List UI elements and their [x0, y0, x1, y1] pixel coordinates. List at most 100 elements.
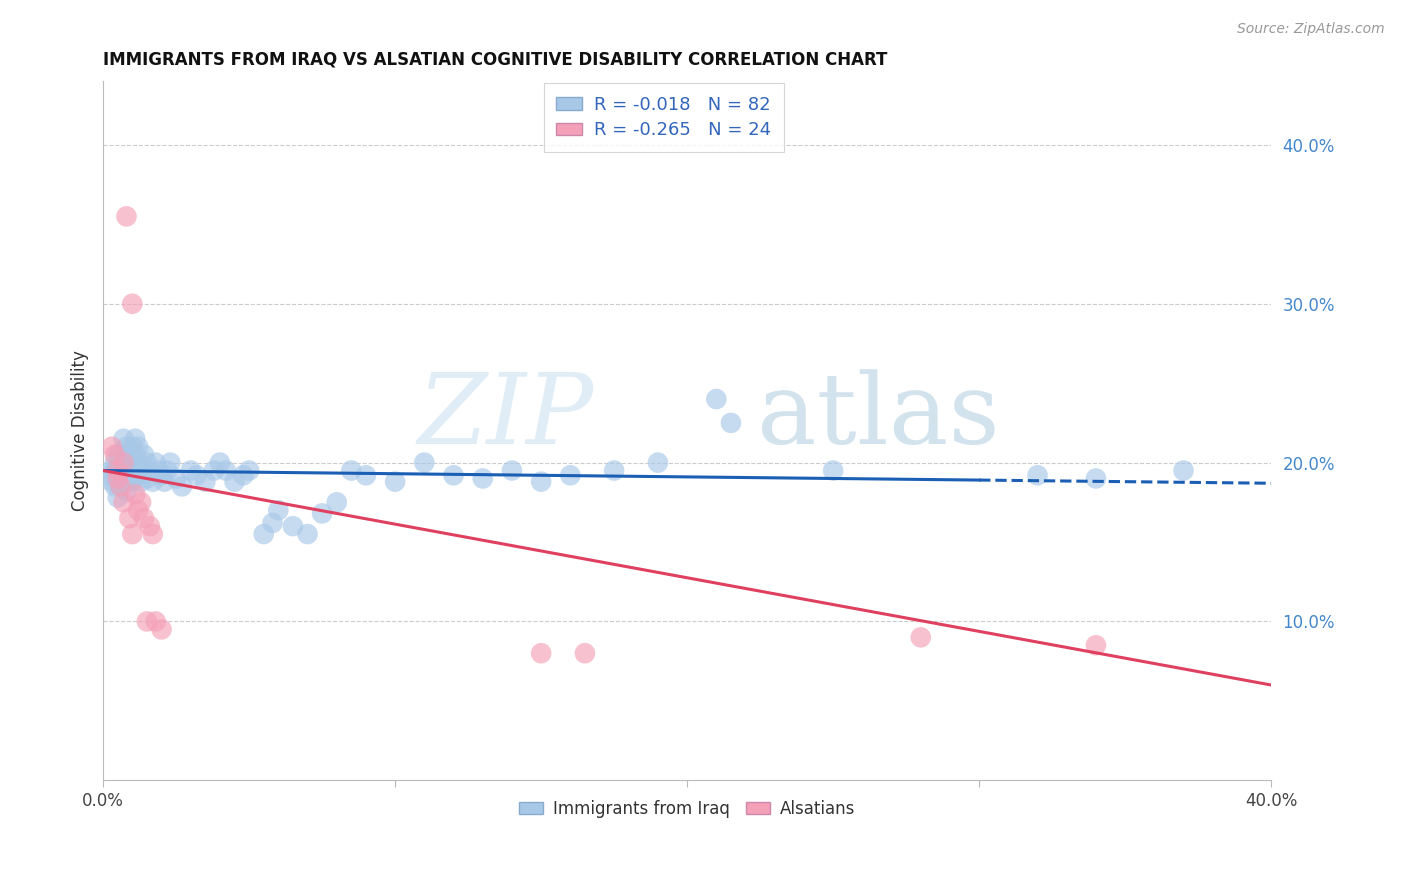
Point	[107, 448, 129, 462]
Point	[104, 479, 127, 493]
Point	[107, 471, 129, 485]
Point	[115, 475, 138, 489]
Point	[118, 448, 141, 462]
Point	[112, 432, 135, 446]
Point	[98, 468, 121, 483]
Point	[340, 464, 363, 478]
Point	[101, 440, 124, 454]
Point	[118, 468, 141, 483]
Point	[560, 468, 582, 483]
Text: Source: ZipAtlas.com: Source: ZipAtlas.com	[1237, 22, 1385, 37]
Point	[224, 475, 246, 489]
Point	[208, 456, 231, 470]
Text: IMMIGRANTS FROM IRAQ VS ALSATIAN COGNITIVE DISABILITY CORRELATION CHART: IMMIGRANTS FROM IRAQ VS ALSATIAN COGNITI…	[103, 51, 887, 69]
Point	[112, 468, 135, 483]
Point	[311, 507, 333, 521]
Point	[124, 448, 146, 462]
Point	[603, 464, 626, 478]
Point	[112, 495, 135, 509]
Point	[136, 615, 159, 629]
Text: ZIP: ZIP	[418, 369, 593, 465]
Point	[910, 630, 932, 644]
Point	[101, 464, 124, 478]
Point	[148, 464, 170, 478]
Point	[153, 475, 176, 489]
Point	[129, 458, 152, 473]
Point	[530, 475, 553, 489]
Point	[110, 479, 132, 493]
Point	[127, 468, 149, 483]
Point	[104, 448, 127, 462]
Point	[170, 479, 193, 493]
Point	[121, 527, 143, 541]
Point	[136, 471, 159, 485]
Point	[142, 527, 165, 541]
Point	[720, 416, 742, 430]
Point	[132, 511, 155, 525]
Point	[127, 456, 149, 470]
Point	[1084, 471, 1107, 485]
Point	[823, 464, 845, 478]
Point	[145, 456, 167, 470]
Point	[127, 503, 149, 517]
Point	[107, 468, 129, 483]
Point	[704, 392, 727, 406]
Point	[118, 458, 141, 473]
Point	[110, 458, 132, 473]
Point	[104, 464, 127, 478]
Point	[121, 440, 143, 454]
Point	[129, 495, 152, 509]
Point	[121, 297, 143, 311]
Point	[186, 468, 208, 483]
Point	[281, 519, 304, 533]
Point	[232, 468, 254, 483]
Point	[501, 464, 523, 478]
Point	[145, 615, 167, 629]
Point	[530, 646, 553, 660]
Point	[297, 527, 319, 541]
Point	[325, 495, 347, 509]
Point	[132, 464, 155, 478]
Point	[115, 210, 138, 224]
Point	[110, 479, 132, 493]
Point	[150, 468, 173, 483]
Point	[238, 464, 260, 478]
Point	[202, 464, 225, 478]
Point	[112, 456, 135, 470]
Point	[139, 464, 162, 478]
Point	[1173, 464, 1195, 478]
Point	[104, 456, 127, 470]
Text: atlas: atlas	[758, 369, 1000, 465]
Point	[107, 464, 129, 478]
Point	[215, 464, 238, 478]
Point	[384, 475, 406, 489]
Point	[180, 464, 202, 478]
Point	[115, 484, 138, 499]
Y-axis label: Cognitive Disability: Cognitive Disability	[72, 351, 89, 511]
Point	[107, 491, 129, 505]
Point	[136, 456, 159, 470]
Point	[159, 456, 181, 470]
Point	[253, 527, 276, 541]
Point	[354, 468, 377, 483]
Point	[132, 448, 155, 462]
Point	[413, 456, 436, 470]
Point	[124, 487, 146, 501]
Point	[262, 516, 284, 530]
Point	[112, 456, 135, 470]
Point	[118, 511, 141, 525]
Point	[139, 519, 162, 533]
Point	[115, 440, 138, 454]
Legend: Immigrants from Iraq, Alsatians: Immigrants from Iraq, Alsatians	[513, 793, 862, 824]
Point	[115, 464, 138, 478]
Point	[194, 475, 217, 489]
Point	[142, 475, 165, 489]
Point	[150, 623, 173, 637]
Point	[647, 456, 669, 470]
Point	[129, 475, 152, 489]
Point	[443, 468, 465, 483]
Point	[471, 471, 494, 485]
Point	[1084, 638, 1107, 652]
Point	[121, 475, 143, 489]
Point	[1026, 468, 1049, 483]
